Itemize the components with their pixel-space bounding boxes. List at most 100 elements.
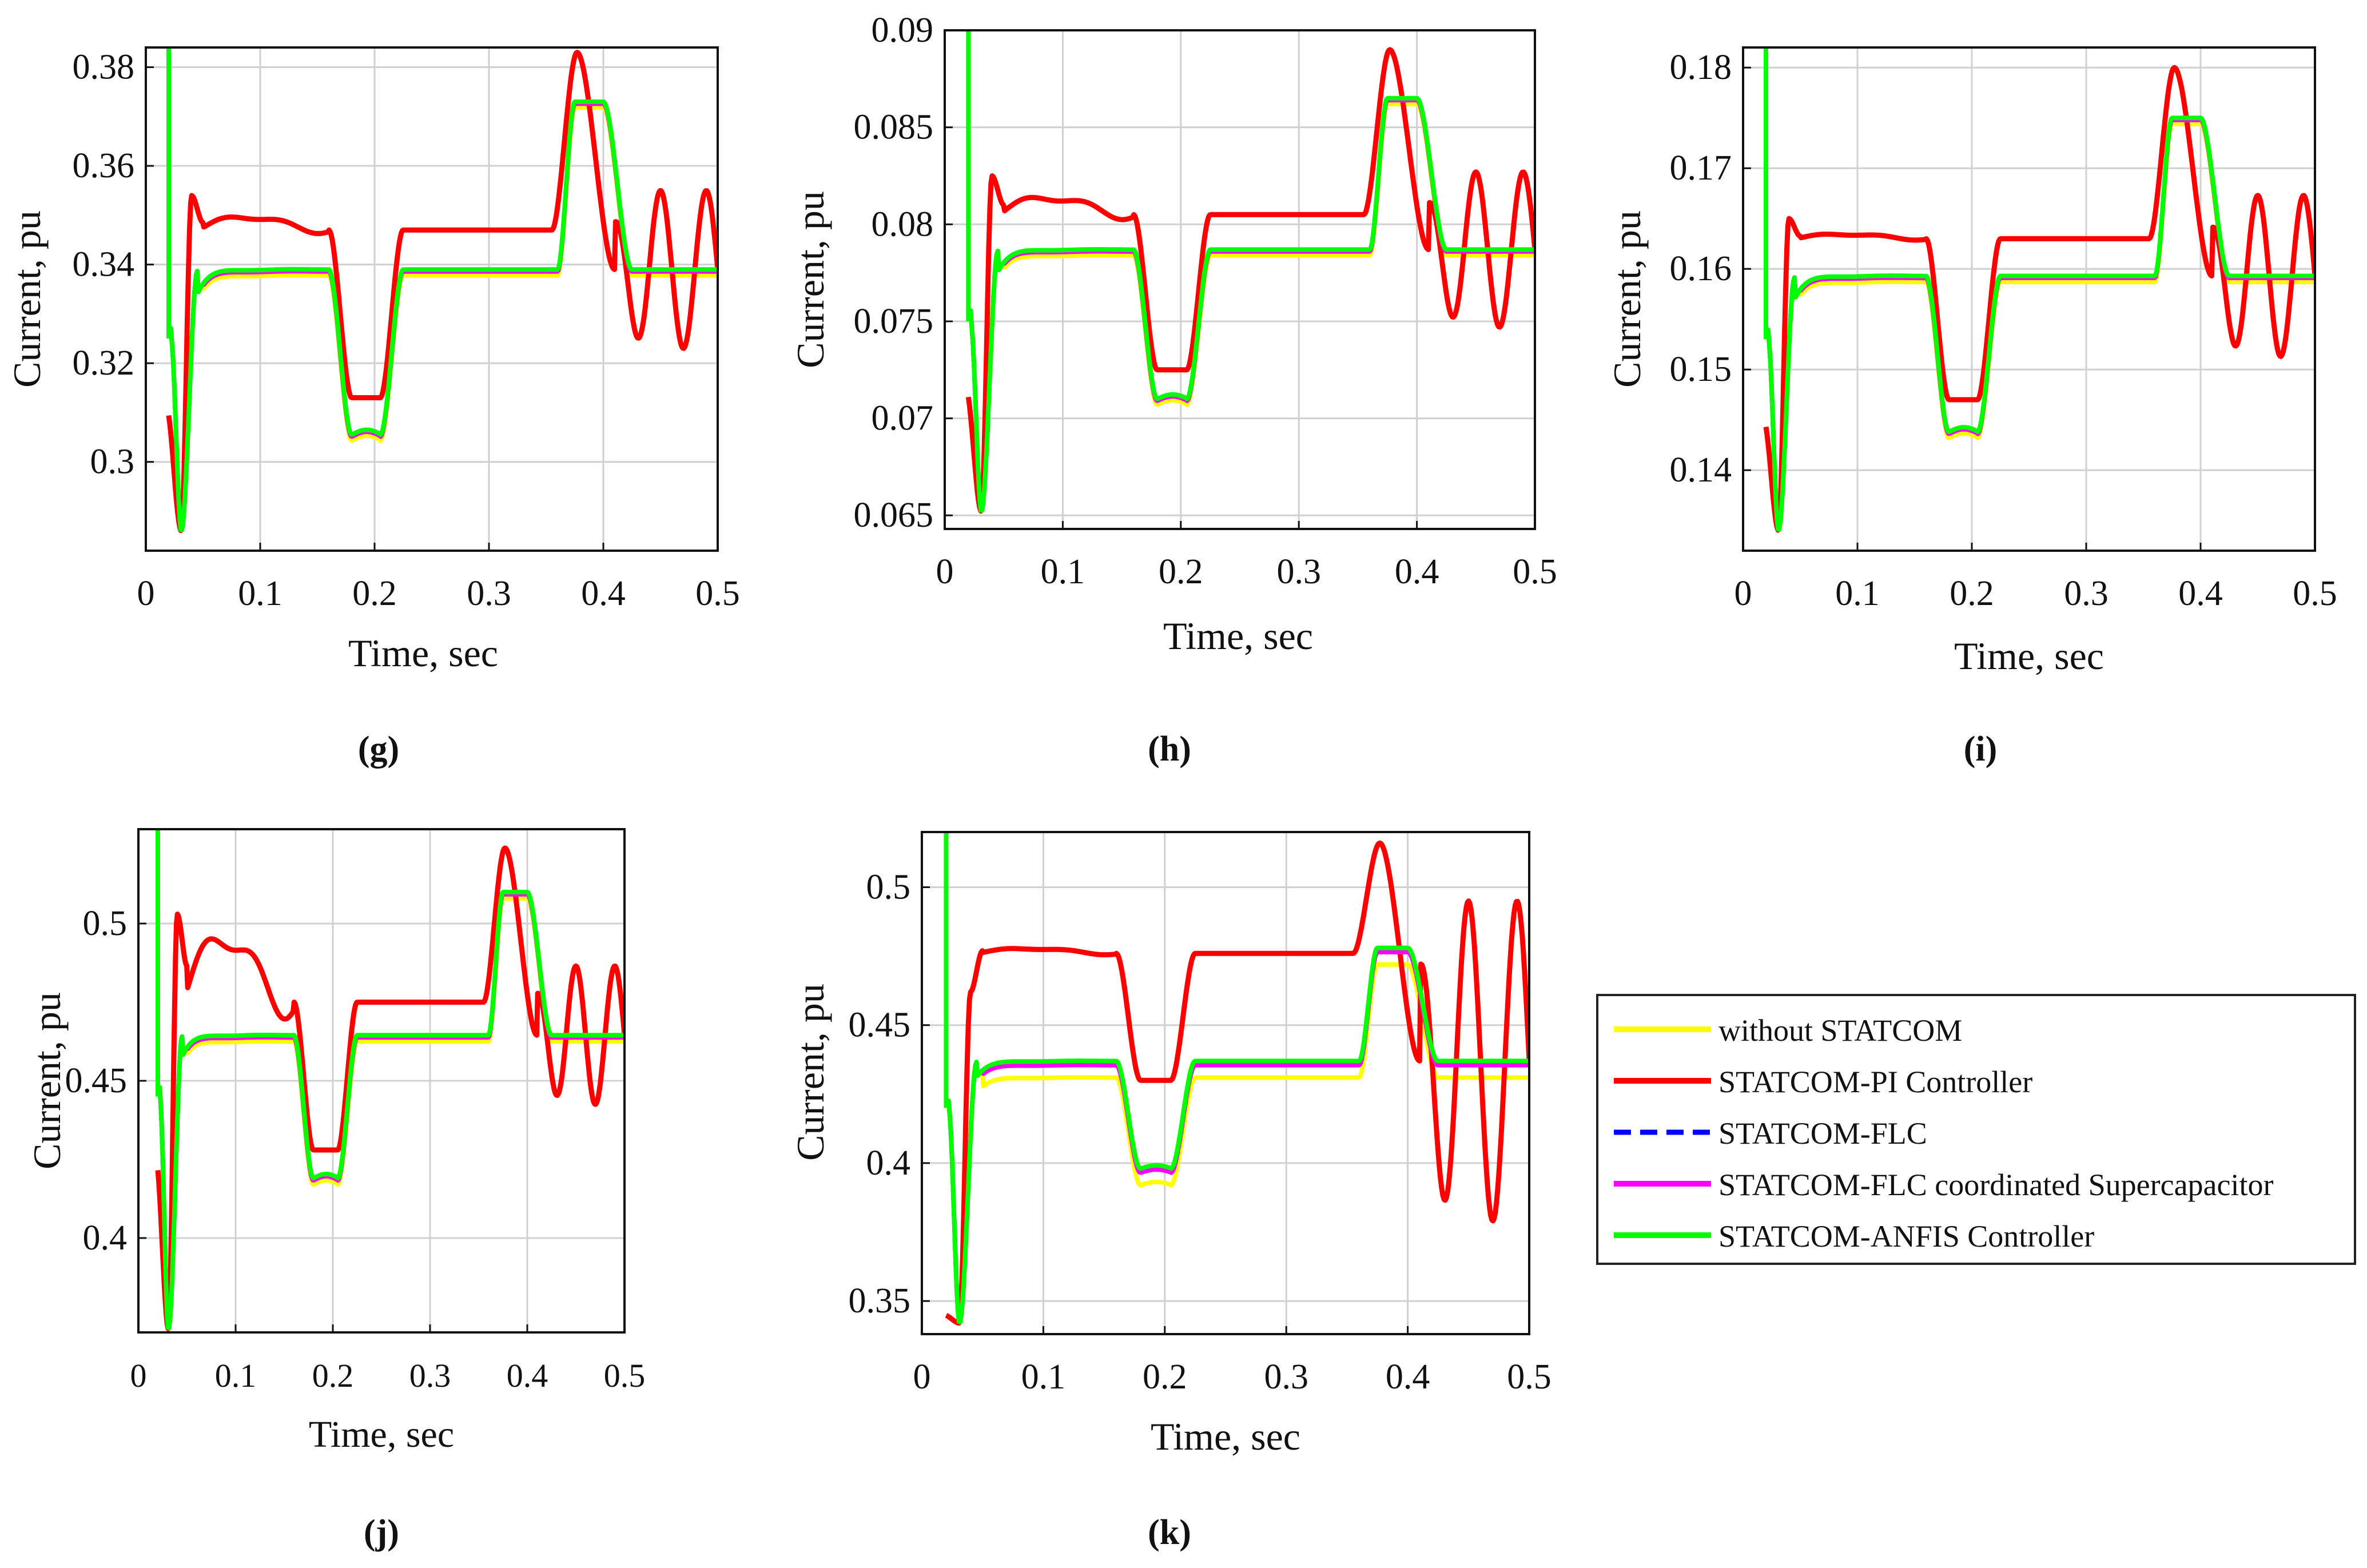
x-tick-label: 0.4 xyxy=(1395,552,1439,591)
x-tick-label: 0 xyxy=(137,574,155,613)
legend-entry: STATCOM-ANFIS Controller xyxy=(1614,1219,2094,1253)
x-tick-label: 0.5 xyxy=(604,1357,646,1394)
panel-g: 0 0.1 0.2 0.3 0.4 0.5 0.3 0.32 0.34 0.36… xyxy=(5,46,740,769)
x-tick-label: 0.1 xyxy=(1021,1358,1066,1396)
x-tick-label: 0.2 xyxy=(1159,552,1203,591)
series-group xyxy=(1763,47,2315,533)
plot-background xyxy=(922,832,1529,1334)
panel-j: 0 0.1 0.2 0.3 0.4 0.5 0.4 0.45 0.5 Time,… xyxy=(25,828,646,1552)
legend-entry: STATCOM-PI Controller xyxy=(1614,1065,2032,1099)
panel-caption: (h) xyxy=(1148,730,1191,769)
x-tick-label: 0.4 xyxy=(1386,1358,1430,1396)
x-tick-label: 0.3 xyxy=(2064,574,2109,613)
x-tick-label: 0 xyxy=(1735,574,1752,613)
y-tick-label: 0.065 xyxy=(854,496,934,535)
axes-frame xyxy=(944,29,1536,530)
plot-area xyxy=(137,828,626,1334)
legend-entry: STATCOM-FLC xyxy=(1614,1116,1927,1151)
x-tick-label: 0.4 xyxy=(507,1357,548,1394)
series-group xyxy=(944,832,1529,1326)
y-tick-label: 0.08 xyxy=(872,205,934,244)
y-tick-label: 0.4 xyxy=(866,1144,911,1183)
x-tick-label: 0.2 xyxy=(312,1357,354,1394)
panel-caption: (g) xyxy=(358,730,399,769)
y-tick-label: 0.085 xyxy=(854,108,934,147)
y-tick-label: 0.3 xyxy=(90,443,135,481)
y-axis-title: Current, pu xyxy=(25,992,69,1169)
panel-i: 0 0.1 0.2 0.3 0.4 0.5 0.14 0.15 0.16 0.1… xyxy=(1605,46,2337,769)
plot-area xyxy=(1742,46,2316,552)
x-tick-label: 0.1 xyxy=(1835,574,1880,613)
x-axis-title: Time, sec xyxy=(1151,1415,1300,1458)
plot-background xyxy=(945,30,1535,529)
y-tick-label: 0.14 xyxy=(1670,451,1732,489)
plot-area xyxy=(944,29,1536,530)
x-tick-label: 0.1 xyxy=(238,574,283,613)
y-tick-label: 0.5 xyxy=(866,867,911,906)
series-line-statcom-pi-controller xyxy=(166,50,718,534)
y-axis-title: Current, pu xyxy=(789,191,832,368)
panel-k: 0 0.1 0.2 0.3 0.4 0.5 0.35 0.4 0.45 0.5 … xyxy=(789,831,1552,1552)
x-tick-label: 0 xyxy=(130,1357,147,1394)
series-line-statcom-anfis-controller xyxy=(167,99,718,532)
series-group xyxy=(155,829,624,1331)
x-axis-title: Time, sec xyxy=(1163,614,1313,658)
y-tick-label: 0.35 xyxy=(849,1282,911,1320)
x-tick-label: 0.4 xyxy=(2178,574,2223,613)
legend: without STATCOM STATCOM-PI Controller ST… xyxy=(1596,994,2356,1265)
x-axis-title: Time, sec xyxy=(1954,634,2104,678)
x-tick-label: 0.4 xyxy=(581,574,626,613)
y-tick-label: 0.17 xyxy=(1670,149,1732,188)
panel-caption: (j) xyxy=(364,1513,399,1552)
legend-label: STATCOM-PI Controller xyxy=(1718,1065,2032,1099)
series-group xyxy=(166,47,718,534)
axes-frame xyxy=(145,46,719,552)
x-tick-label: 0.5 xyxy=(1507,1358,1552,1396)
series-line-statcom-pi-controller xyxy=(1763,65,2315,533)
x-tick-label: 0.5 xyxy=(2293,574,2337,613)
series-line-statcom-pi-controller xyxy=(965,47,1535,514)
x-tick-label: 0.1 xyxy=(1041,552,1085,591)
panel-caption: (k) xyxy=(1148,1513,1191,1552)
x-tick-label: 0.3 xyxy=(467,574,511,613)
legend-label: STATCOM-FLC coordinated Supercapacitor xyxy=(1718,1168,2273,1202)
series-line-statcom-anfis-controller xyxy=(945,945,1529,1324)
axes-frame xyxy=(1742,46,2316,552)
legend-label: STATCOM-FLC xyxy=(1718,1116,1927,1151)
x-tick-label: 0.3 xyxy=(1276,552,1321,591)
y-tick-label: 0.16 xyxy=(1670,249,1732,288)
x-tick-label: 0.5 xyxy=(695,574,740,613)
y-tick-label: 0.18 xyxy=(1670,48,1732,87)
x-tick-label: 0.1 xyxy=(215,1357,257,1394)
series-group xyxy=(965,30,1535,514)
x-tick-label: 0.5 xyxy=(1513,552,1557,591)
y-tick-label: 0.45 xyxy=(849,1006,911,1045)
y-tick-label: 0.34 xyxy=(73,245,135,284)
y-tick-label: 0.5 xyxy=(83,904,128,943)
x-tick-label: 0.2 xyxy=(1950,574,1994,613)
x-tick-label: 0 xyxy=(936,552,954,591)
series-line-statcom-pi-controller xyxy=(945,840,1529,1326)
y-tick-label: 0.32 xyxy=(73,344,135,383)
plot-area xyxy=(921,831,1530,1335)
panel-caption: (i) xyxy=(1964,730,1998,769)
axes-frame xyxy=(921,831,1530,1335)
y-tick-label: 0.09 xyxy=(872,11,934,50)
panel-h: 0 0.1 0.2 0.3 0.4 0.5 0.065 0.07 0.075 0… xyxy=(789,11,1557,769)
y-tick-label: 0.075 xyxy=(854,302,934,341)
y-tick-label: 0.15 xyxy=(1670,350,1732,389)
legend-label: STATCOM-ANFIS Controller xyxy=(1718,1219,2094,1253)
x-tick-label: 0.2 xyxy=(352,574,397,613)
x-axis-title: Time, sec xyxy=(348,631,498,675)
y-axis-title: Current, pu xyxy=(789,984,832,1161)
series-line-statcom-anfis-controller xyxy=(1764,116,2315,532)
plot-background xyxy=(146,47,718,551)
y-axis-title: Current, pu xyxy=(5,210,49,388)
legend-entry: without STATCOM xyxy=(1614,1013,1962,1048)
y-tick-label: 0.07 xyxy=(872,399,934,438)
x-tick-label: 0.2 xyxy=(1143,1358,1187,1396)
plot-area xyxy=(145,46,719,552)
y-tick-label: 0.45 xyxy=(65,1061,128,1100)
x-tick-label: 0.3 xyxy=(409,1357,451,1394)
x-axis-title: Time, sec xyxy=(309,1414,454,1455)
